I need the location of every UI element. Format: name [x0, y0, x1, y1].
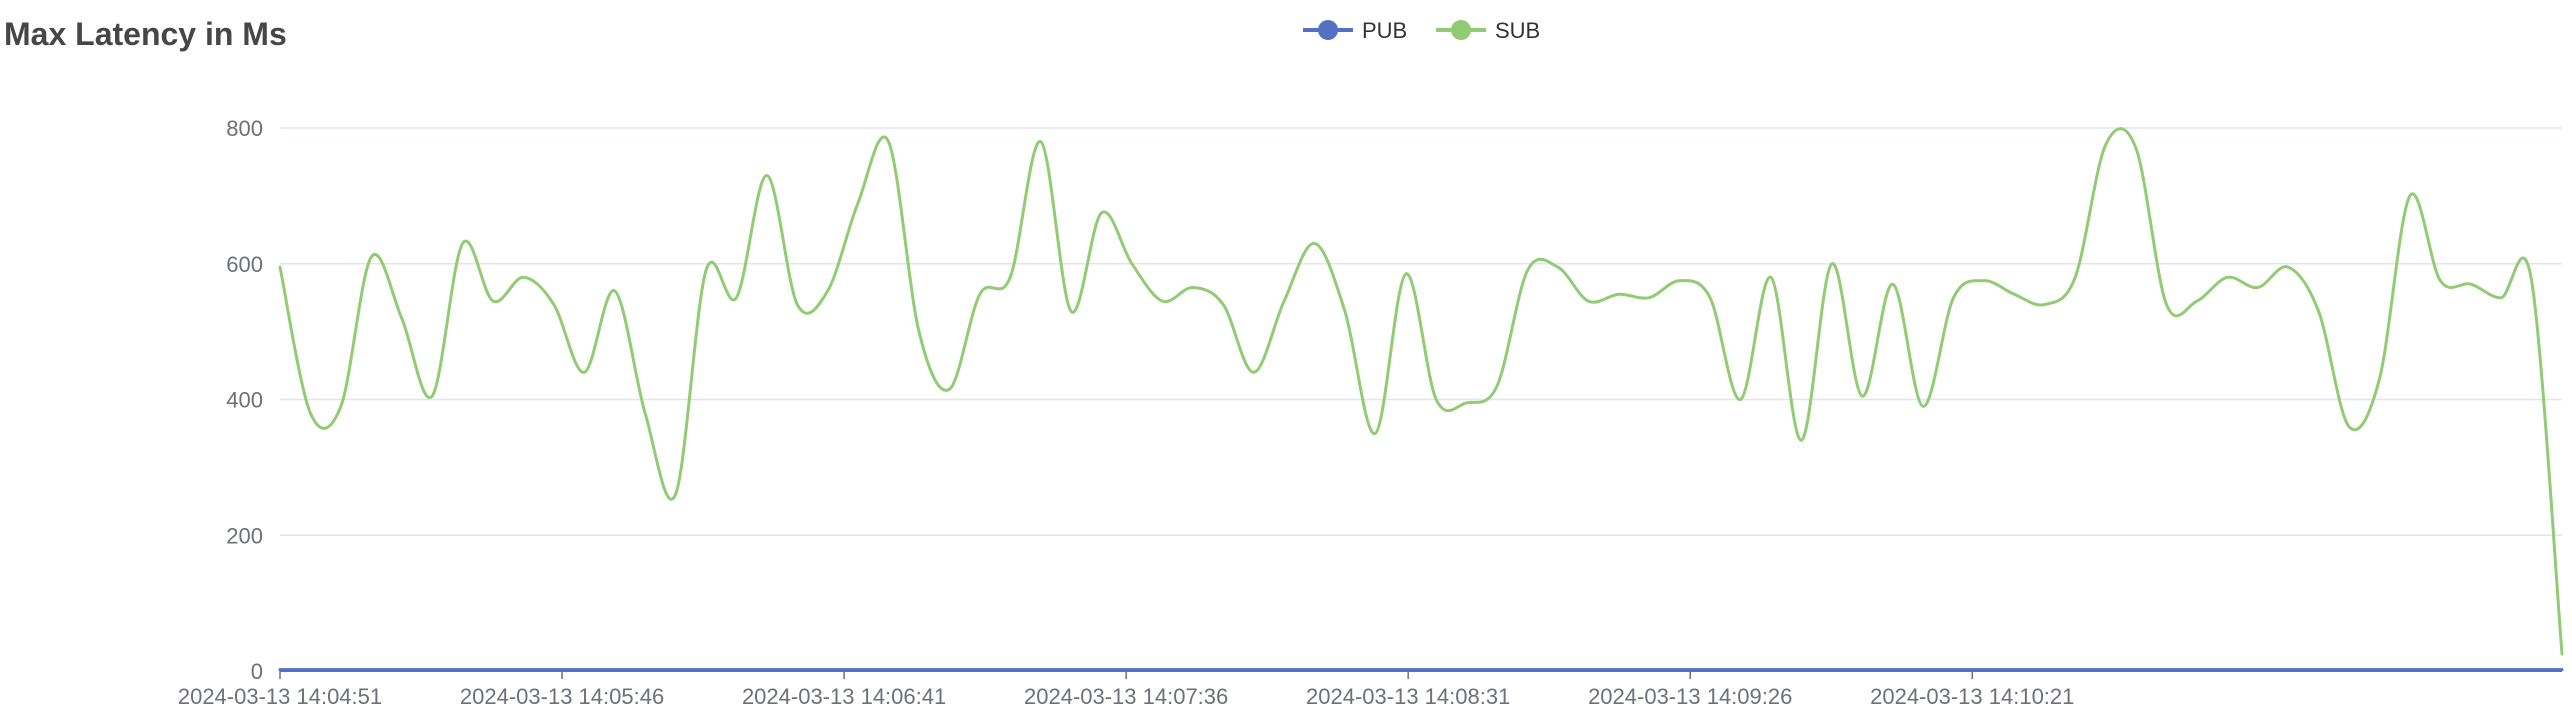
x-tick-label: 2024-03-13 14:09:26: [1588, 684, 1792, 709]
x-tick-label: 2024-03-13 14:10:21: [1870, 684, 2074, 709]
y-tick-label-600: 600: [226, 252, 263, 277]
series-line-sub: [278, 127, 2564, 656]
legend-marker-icon: [1451, 20, 1471, 40]
grid-lines: [280, 127, 2562, 536]
y-tick-label-800: 800: [226, 116, 263, 141]
y-tick-label-0: 0: [251, 659, 263, 684]
chart-title: Max Latency in Ms: [4, 16, 287, 52]
legend-item-sub[interactable]: SUB: [1436, 18, 1540, 43]
y-tick-label-200: 200: [226, 523, 263, 548]
legend-marker-icon: [1318, 20, 1338, 40]
x-tick-label: 2024-03-13 14:05:46: [460, 684, 664, 709]
x-tick-label: 2024-03-13 14:08:31: [1306, 684, 1510, 709]
x-tick-label: 2024-03-13 14:07:36: [1024, 684, 1228, 709]
x-tick-label: 2024-03-13 14:06:41: [742, 684, 946, 709]
legend[interactable]: PUB SUB: [1303, 18, 1540, 43]
y-axis-tick-labels: 0 200 400 600 800: [226, 116, 263, 684]
y-tick-label-400: 400: [226, 388, 263, 413]
legend-label: SUB: [1495, 18, 1540, 43]
legend-item-pub[interactable]: PUB: [1303, 18, 1407, 43]
legend-label: PUB: [1362, 18, 1407, 43]
x-tick-label: 2024-03-13 14:04:51: [178, 684, 382, 709]
x-axis: 2024-03-13 14:04:51 2024-03-13 14:05:46 20…: [178, 670, 2562, 709]
series-lines: [278, 127, 2564, 672]
